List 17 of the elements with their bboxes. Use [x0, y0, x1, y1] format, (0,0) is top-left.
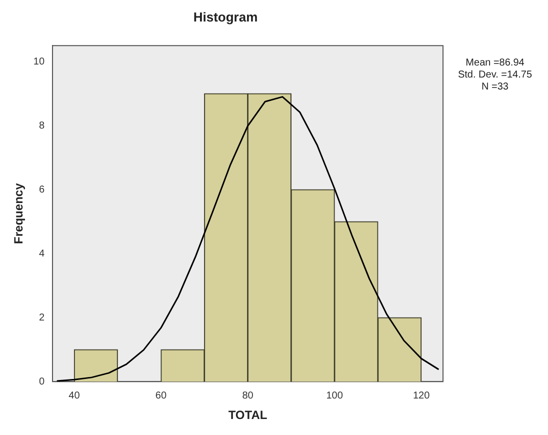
x-axis-title: TOTAL: [228, 408, 268, 422]
x-tick-label: 40: [68, 390, 80, 402]
x-tick-label: 60: [155, 390, 167, 402]
text: Std. Dev. =14.75: [458, 70, 532, 81]
x-tick-label: 120: [412, 390, 430, 402]
y-tick-label: 6: [38, 184, 45, 196]
y-axis-title: Frequency: [12, 182, 26, 244]
y-tick-label: 4: [38, 248, 45, 260]
y-tick-label: 10: [33, 56, 45, 68]
text: N =33: [482, 82, 509, 93]
y-tick-label: 0: [38, 376, 45, 388]
y-tick-label: 8: [38, 120, 45, 132]
x-tick-label: 80: [242, 390, 254, 402]
chart-title: Histogram: [193, 9, 258, 24]
text: Mean =86.94: [466, 58, 525, 69]
y-tick-label: 2: [38, 312, 45, 324]
x-tick-label: 100: [326, 390, 344, 402]
